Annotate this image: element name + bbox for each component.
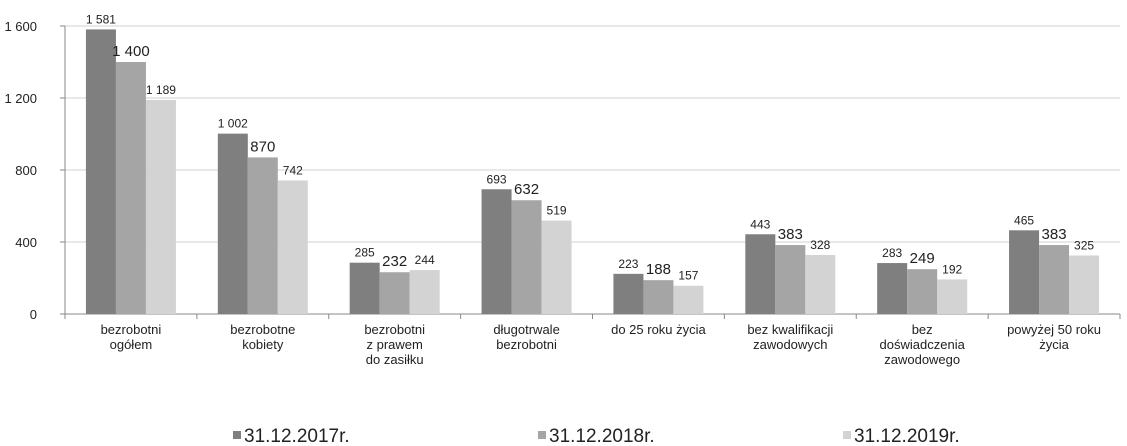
bar <box>1009 230 1040 314</box>
bar <box>877 263 908 314</box>
value-label: 742 <box>283 163 303 177</box>
legend-label: 31.12.2017r. <box>244 426 350 446</box>
bar <box>217 133 248 314</box>
legend-label: 31.12.2018r. <box>549 426 655 446</box>
bar <box>481 189 512 314</box>
y-tick-label: 800 <box>15 163 37 178</box>
bar <box>247 157 278 314</box>
value-label: 632 <box>514 181 539 198</box>
value-label: 192 <box>942 262 962 276</box>
x-tick-label: bezrobotni ogółem <box>101 322 162 352</box>
y-tick-label: 1 600 <box>4 19 37 34</box>
legend-swatch <box>538 431 546 439</box>
bar <box>115 62 146 314</box>
x-tick-label: bezrobotni z prawem do zasiłku <box>364 322 425 367</box>
x-tick-label: powyżej 50 roku życia <box>1007 322 1101 352</box>
bar <box>277 180 308 314</box>
bar <box>511 200 542 314</box>
legend-swatch <box>843 431 851 439</box>
value-label: 383 <box>1042 226 1067 243</box>
bar <box>643 280 674 314</box>
bar <box>613 273 644 314</box>
x-tick-label: długotrwale bezrobotni <box>493 322 560 352</box>
value-label: 693 <box>487 172 507 186</box>
bar <box>907 269 938 314</box>
value-label: 1 400 <box>112 43 150 60</box>
y-tick-label: 400 <box>15 235 37 250</box>
bar <box>1039 245 1070 314</box>
bar <box>937 279 968 314</box>
bar <box>1069 255 1100 314</box>
value-label: 232 <box>382 253 407 270</box>
value-label: 519 <box>547 204 567 218</box>
value-label: 249 <box>910 250 935 267</box>
bar <box>541 220 572 314</box>
x-tick-label: bezrobotne kobiety <box>230 322 295 352</box>
bar <box>673 285 704 314</box>
value-label: 465 <box>1014 213 1034 227</box>
value-label: 325 <box>1074 239 1094 253</box>
value-label: 188 <box>646 261 671 278</box>
y-tick-label: 0 <box>30 307 37 322</box>
value-label: 443 <box>750 217 770 231</box>
value-label: 383 <box>778 226 803 243</box>
value-label: 285 <box>355 246 375 260</box>
bar <box>745 234 776 314</box>
value-label: 1 189 <box>146 83 176 97</box>
bar <box>805 254 836 314</box>
legend-swatch <box>233 431 241 439</box>
value-label: 870 <box>250 138 275 155</box>
x-tick-label: bez kwalifikacji zawodowych <box>747 322 833 352</box>
bar <box>85 29 116 314</box>
bar <box>349 262 380 314</box>
value-label: 244 <box>415 253 435 267</box>
value-label: 1 581 <box>86 12 116 26</box>
bar <box>145 99 176 314</box>
value-label: 328 <box>810 238 830 252</box>
x-tick-label: bez doświadczenia zawodowego <box>880 322 966 367</box>
x-tick-label: do 25 roku życia <box>611 322 706 337</box>
y-tick-label: 1 200 <box>4 91 37 106</box>
legend-label: 31.12.2019r. <box>854 426 960 446</box>
bar <box>379 272 410 314</box>
value-label: 223 <box>618 257 638 271</box>
value-label: 283 <box>882 246 902 260</box>
bar <box>775 245 806 314</box>
value-label: 1 002 <box>218 117 248 131</box>
value-label: 157 <box>678 269 698 283</box>
bar <box>409 270 440 314</box>
